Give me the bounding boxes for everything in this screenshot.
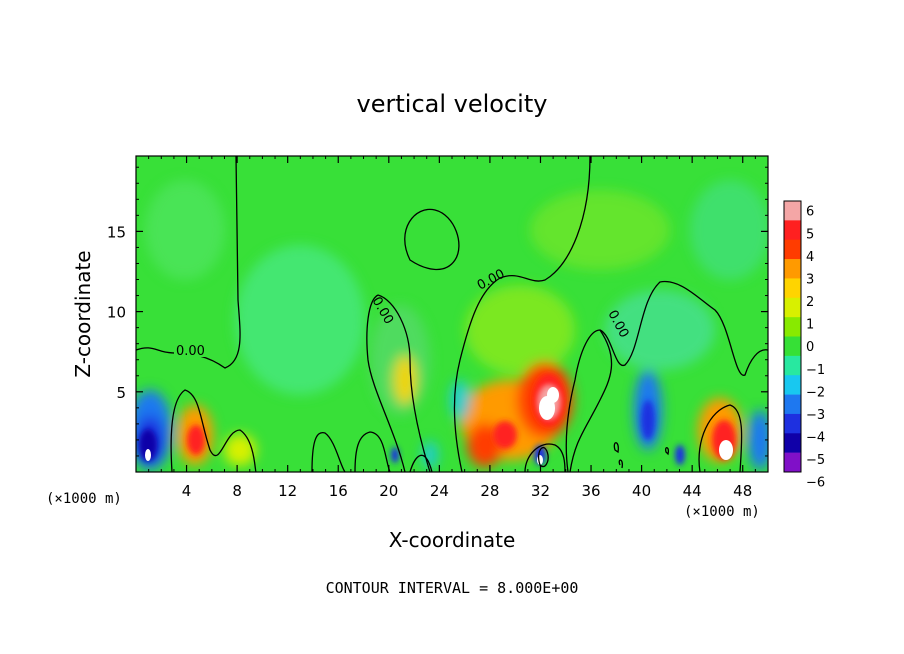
colorbar-swatch	[784, 259, 801, 279]
colorbar-label: −5	[806, 453, 825, 468]
y-tick-label: 5	[116, 384, 126, 402]
colorbar-label: 2	[806, 295, 814, 310]
chart-title: vertical velocity	[357, 90, 548, 118]
contour-interval-note: CONTOUR INTERVAL = 8.000E+00	[326, 579, 579, 597]
colorbar-label: 6	[806, 205, 814, 220]
x-tick-label: 32	[531, 482, 550, 500]
colorbar-label: 0	[806, 340, 814, 355]
colorbar-label: −4	[806, 431, 825, 446]
plot-area: 0.00 0.00 0.00 0.00	[136, 156, 768, 472]
y-axis-label: Z-coordinate	[71, 250, 95, 377]
x-axis-label: X-coordinate	[389, 528, 516, 552]
colorbar-frame	[783, 200, 802, 473]
colorbar-swatch	[784, 394, 801, 415]
colorbar-label: −3	[806, 408, 825, 423]
colorbar-swatch	[784, 297, 801, 318]
x-tick-label: 36	[581, 482, 600, 500]
zero-contours	[136, 156, 768, 472]
x-tick-label: 44	[683, 482, 702, 500]
colorbar-swatch	[784, 433, 801, 453]
colorbar-swatch	[784, 413, 801, 434]
x-tick-label: 8	[232, 482, 242, 500]
colorbar-swatch	[784, 375, 801, 395]
field-blobs	[136, 180, 768, 470]
x-tick-label: 4	[182, 482, 192, 500]
contour-label: 0.00	[176, 344, 205, 359]
x-tick-label: 20	[379, 482, 398, 500]
colorbar-label: 3	[806, 272, 814, 287]
x-tick-label: 48	[733, 482, 752, 500]
x-tick-label: 28	[480, 482, 499, 500]
colorbar-label: 4	[806, 250, 814, 265]
colorbar-label: 1	[806, 318, 814, 333]
colorbar-swatch	[784, 278, 801, 299]
colorbar-swatch	[784, 336, 801, 357]
y-tick-label: 10	[107, 304, 126, 322]
colorbar-label: −1	[806, 363, 825, 378]
x-tick-label: 12	[278, 482, 297, 500]
y-axis: 5 10 15	[107, 166, 768, 457]
colorbar-swatch	[784, 239, 801, 260]
colorbar-label: −6	[806, 476, 825, 491]
colorbar: 6 5 4 3 2 1 0 −1 −2 −3 −4 −5 −6	[783, 200, 825, 491]
colorbar-label: 5	[806, 227, 814, 242]
y-tick-label: 15	[107, 223, 126, 241]
x-axis: 4 8 12 16 20 24 28 32 36 40 44 48	[148, 156, 756, 500]
x-tick-label: 24	[430, 482, 449, 500]
colorbar-swatch	[784, 201, 801, 221]
x-unit-left: (×1000 m)	[46, 491, 122, 507]
x-unit-right: (×1000 m)	[684, 504, 760, 520]
colorbar-swatch	[784, 220, 801, 241]
x-tick-label: 40	[632, 482, 651, 500]
colorbar-swatch	[784, 355, 801, 376]
colorbar-label: −2	[806, 385, 825, 400]
colorbar-swatch	[784, 452, 801, 473]
colorbar-swatch	[784, 317, 801, 337]
x-tick-label: 16	[329, 482, 348, 500]
